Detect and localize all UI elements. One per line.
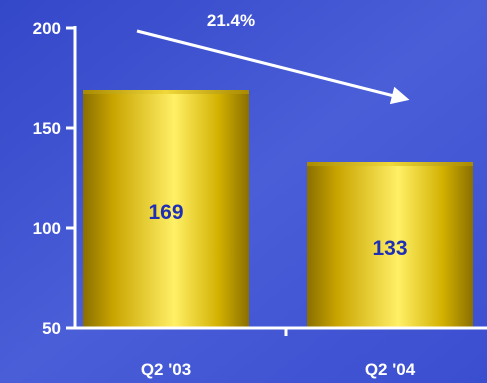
labels: 169 Q2 '03 133 Q2 '04 50 100 150 200 xyxy=(33,19,416,379)
bar-1 xyxy=(83,90,249,328)
trend-arrow xyxy=(136,29,410,105)
change-annotation: 21.4% xyxy=(207,11,255,30)
bar-value-label-2: 133 xyxy=(372,237,407,260)
bars xyxy=(83,90,473,328)
bar-value-label-1: 169 xyxy=(148,201,183,224)
x-tick-label-1: Q2 '03 xyxy=(141,360,191,379)
y-tick-label-1: 50 xyxy=(42,319,61,338)
bar-top-1 xyxy=(83,90,249,94)
y-tick-label-3: 150 xyxy=(33,119,61,138)
y-tick-label-4: 200 xyxy=(33,19,61,38)
x-tick-label-2: Q2 '04 xyxy=(365,360,416,379)
bar-top-2 xyxy=(307,162,473,166)
axes xyxy=(66,26,487,336)
bar-2 xyxy=(307,162,473,328)
y-tick-label-2: 100 xyxy=(33,219,61,238)
